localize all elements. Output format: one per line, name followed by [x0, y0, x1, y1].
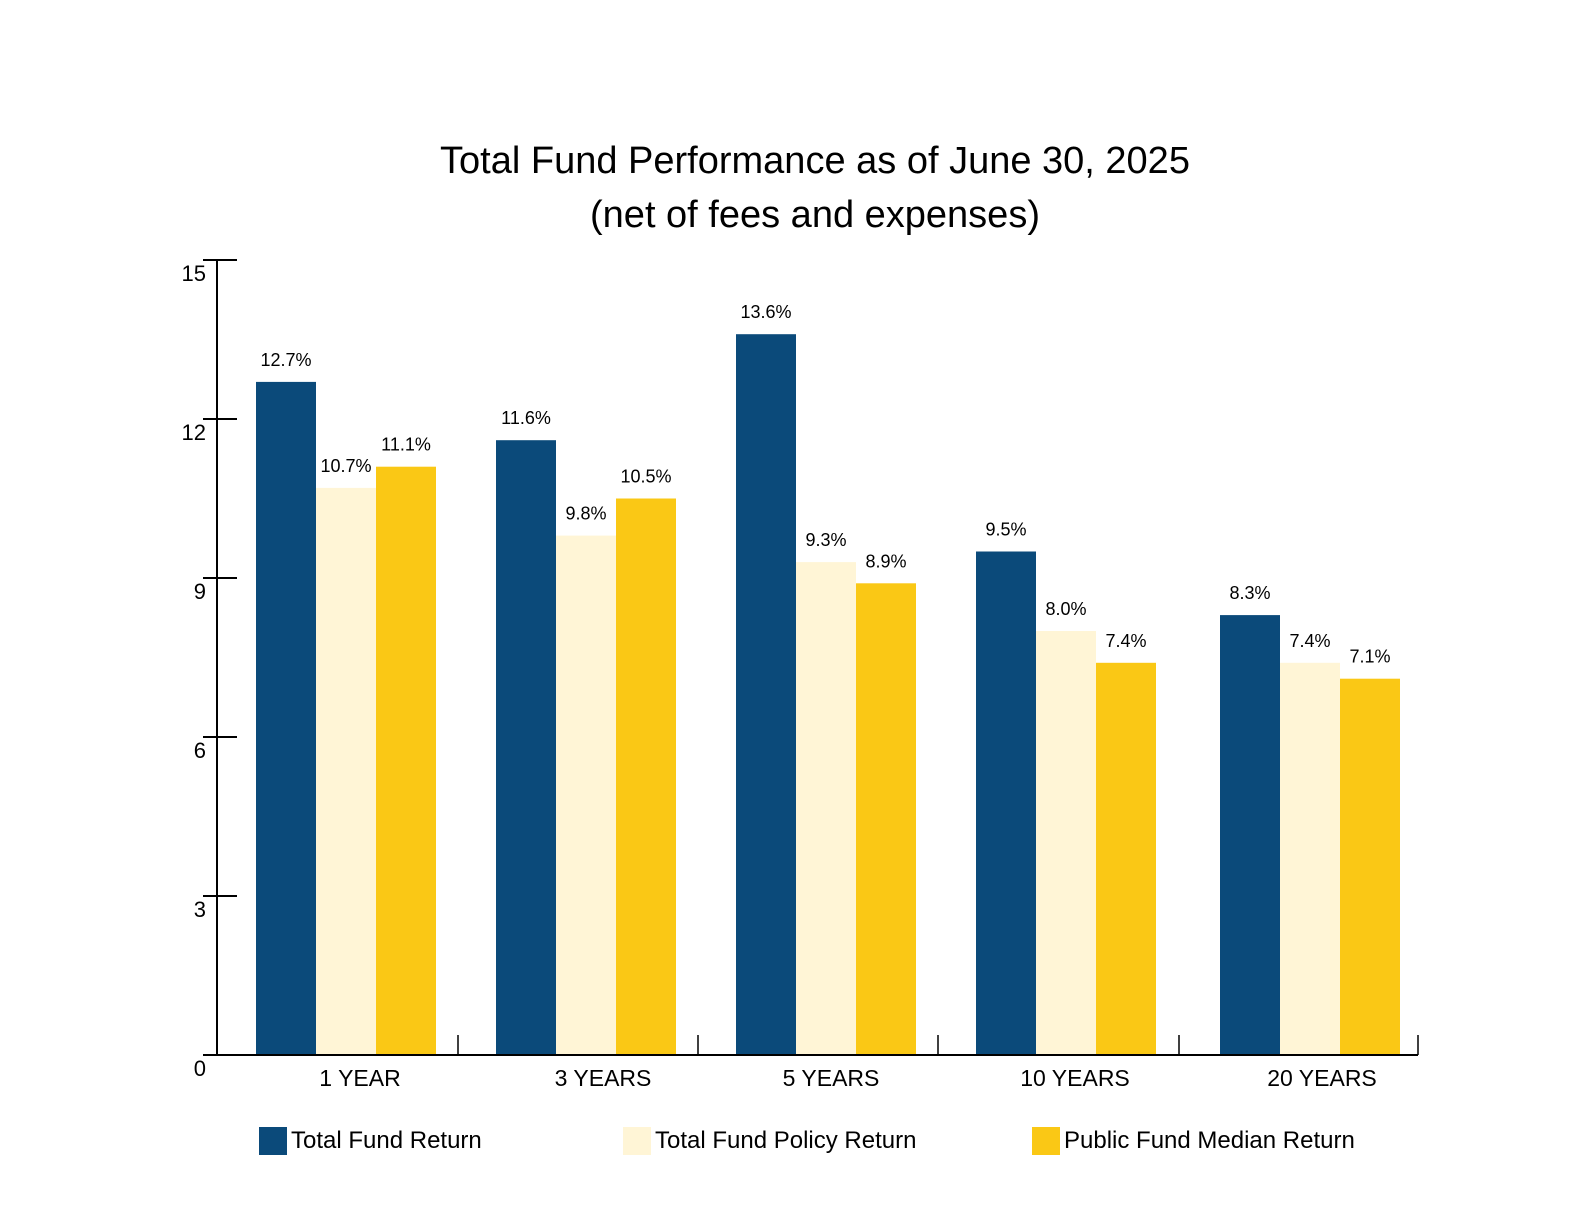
data-label: 9.3%: [805, 530, 846, 550]
data-label: 11.1%: [381, 435, 431, 455]
data-label: 8.3%: [1229, 583, 1270, 603]
bar: [736, 334, 796, 1055]
bar: [1036, 631, 1096, 1055]
x-tick-label: 20 YEARS: [1267, 1065, 1377, 1091]
bar: [256, 381, 316, 1055]
chart-subtitle: (net of fees and expenses): [590, 194, 1040, 236]
data-label: 8.9%: [865, 551, 906, 571]
x-tick-label: 5 YEARS: [783, 1065, 880, 1091]
bar: [1220, 615, 1280, 1055]
bar: [856, 583, 916, 1055]
x-tick-label: 1 YEAR: [319, 1065, 400, 1091]
data-label: 12.7%: [260, 350, 311, 370]
bar: [1096, 662, 1156, 1055]
bar: [556, 535, 616, 1055]
legend-label: Public Fund Median Return: [1064, 1127, 1355, 1154]
data-label: 11.6%: [501, 408, 551, 428]
chart-title-block: Total Fund Performance as of June 30, 20…: [0, 134, 1584, 242]
bar: [976, 551, 1036, 1055]
data-label: 9.5%: [985, 520, 1026, 540]
y-tick-label: 15: [182, 261, 206, 286]
y-tick-label: 9: [194, 579, 206, 604]
data-label: 10.5%: [620, 467, 671, 487]
legend-swatch-total-fund-policy-return: [623, 1127, 651, 1155]
chart-title: Total Fund Performance as of June 30, 20…: [440, 140, 1190, 182]
x-tick-label: 3 YEARS: [555, 1065, 652, 1091]
bar: [1280, 662, 1340, 1055]
data-label: 13.6%: [740, 302, 791, 322]
y-tick-label: 0: [194, 1056, 206, 1081]
legend-label: Total Fund Return: [291, 1127, 482, 1154]
bar: [496, 440, 556, 1055]
legend-item-total-fund-policy-return: Total Fund Policy Return: [623, 1124, 916, 1158]
data-label: 7.1%: [1349, 647, 1390, 667]
legend-swatch-public-fund-median-return: [1032, 1127, 1060, 1155]
legend-swatch-total-fund-return: [259, 1127, 287, 1155]
bar: [376, 466, 436, 1055]
bar: [316, 487, 376, 1055]
bar: [796, 562, 856, 1055]
data-label: 7.4%: [1289, 631, 1330, 651]
y-tick-label: 3: [194, 897, 206, 922]
x-tick-label: 10 YEARS: [1020, 1065, 1130, 1091]
bar: [616, 498, 676, 1055]
data-label: 9.8%: [565, 504, 606, 524]
legend: Total Fund Return Total Fund Policy Retu…: [0, 1124, 1584, 1158]
bar: [1340, 678, 1400, 1055]
legend-label: Total Fund Policy Return: [655, 1127, 917, 1154]
legend-item-total-fund-return: Total Fund Return: [259, 1124, 482, 1158]
legend-item-public-fund-median-return: Public Fund Median Return: [1032, 1124, 1355, 1158]
data-label: 10.7%: [320, 456, 371, 476]
data-label: 8.0%: [1045, 599, 1086, 619]
y-tick-label: 12: [182, 420, 206, 445]
data-label: 7.4%: [1105, 631, 1146, 651]
y-tick-label: 6: [194, 738, 206, 763]
